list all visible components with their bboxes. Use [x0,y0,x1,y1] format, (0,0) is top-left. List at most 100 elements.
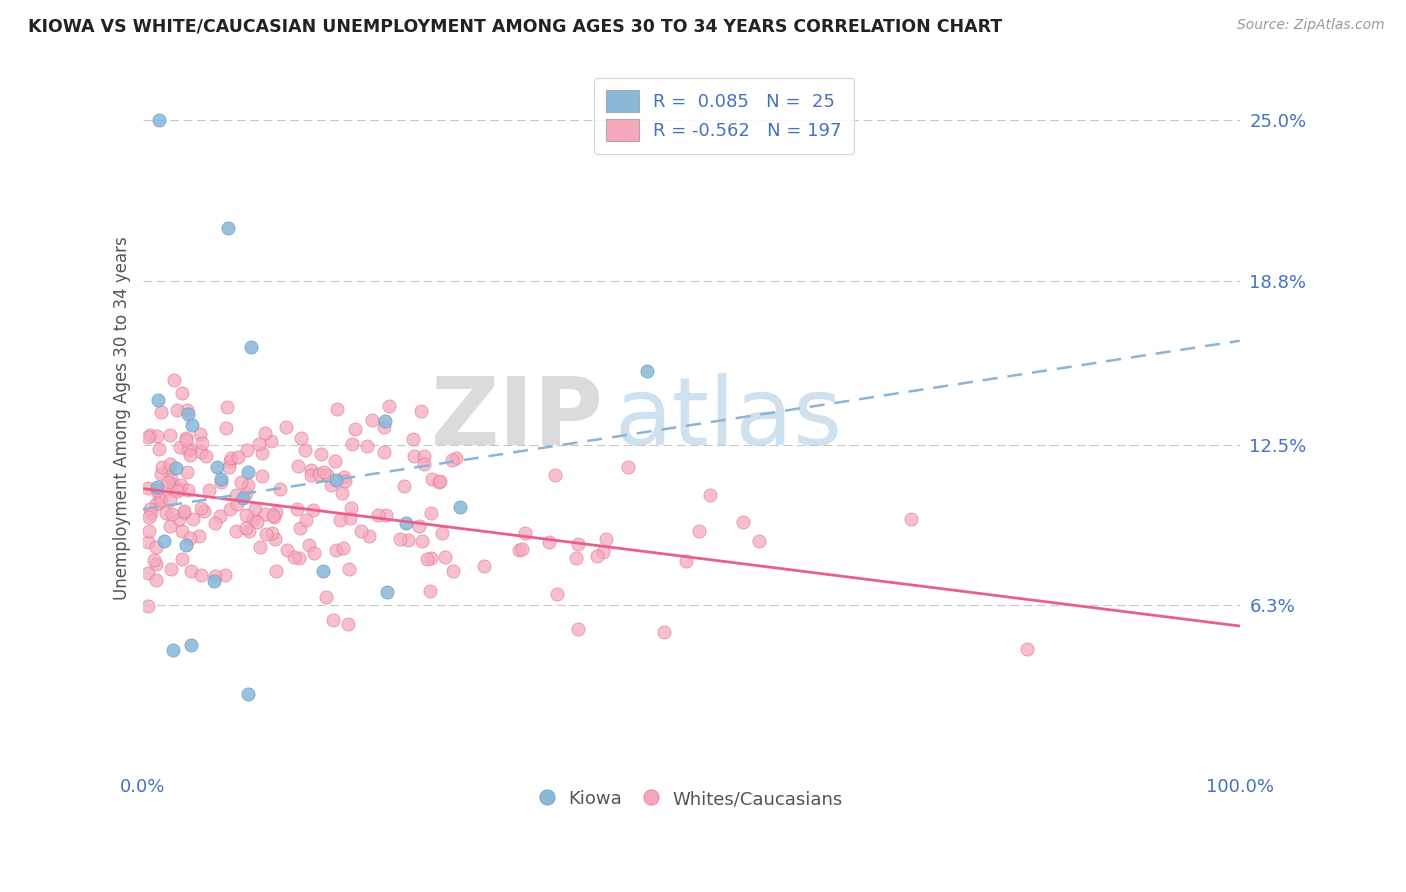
Point [688,524,710,538]
Point [513,525,536,540]
Point [139,506,162,520]
Point [169,482,191,496]
Point [288,521,311,535]
Point [373,445,395,459]
Point [367,508,389,522]
Point [304,546,326,560]
Point [360,412,382,426]
Point [149,405,172,419]
Point [250,469,273,483]
Point [253,426,276,441]
Point [176,538,198,552]
Point [194,450,217,464]
Point [190,500,212,515]
Point [235,521,257,535]
Point [440,452,463,467]
Point [378,399,401,413]
Point [748,534,770,549]
Point [193,504,215,518]
Point [177,407,200,421]
Point [215,421,238,435]
Point [159,457,181,471]
Point [295,514,318,528]
Point [254,527,277,541]
Point [329,513,352,527]
Point [170,524,193,538]
Point [616,460,638,475]
Point [236,687,259,701]
Point [395,516,418,530]
Point [209,472,232,486]
Point [250,446,273,460]
Point [138,509,160,524]
Point [285,501,308,516]
Point [325,543,347,558]
Point [263,532,285,546]
Point [159,493,181,508]
Point [342,437,364,451]
Point [283,549,305,564]
Point [238,478,260,492]
Point [235,485,257,500]
Point [332,485,354,500]
Point [675,554,697,568]
Point [146,479,169,493]
Point [146,483,169,497]
Point [238,524,260,538]
Point [430,525,453,540]
Point [246,516,269,530]
Point [166,403,188,417]
Point [148,113,170,128]
Point [567,537,589,551]
Point [340,500,363,515]
Point [160,472,183,486]
Point [420,472,443,486]
Point [567,622,589,636]
Point [181,511,204,525]
Point [225,496,247,510]
Point [312,564,335,578]
Point [508,542,530,557]
Point [148,496,170,510]
Point [420,506,443,520]
Point [139,428,162,442]
Point [396,533,419,547]
Point [411,534,433,549]
Point [263,510,285,524]
Point [319,478,342,492]
Point [326,401,349,416]
Point [204,516,226,531]
Point [166,484,188,499]
Point [269,483,291,497]
Point [209,509,232,524]
Text: KIOWA VS WHITE/CAUCASIAN UNEMPLOYMENT AMONG AGES 30 TO 34 YEARS CORRELATION CHAR: KIOWA VS WHITE/CAUCASIAN UNEMPLOYMENT AM… [28,18,1002,36]
Point [411,403,433,417]
Point [217,221,239,235]
Point [419,583,441,598]
Point [544,468,567,483]
Point [160,561,183,575]
Point [299,468,322,483]
Point [412,450,434,464]
Point [190,567,212,582]
Point [180,564,202,578]
Point [449,500,471,515]
Point [333,474,356,488]
Point [180,638,202,652]
Point [374,414,396,428]
Point [316,467,339,482]
Point [337,561,360,575]
Point [159,428,181,442]
Point [264,506,287,520]
Text: Source: ZipAtlas.com: Source: ZipAtlas.com [1237,18,1385,32]
Point [160,507,183,521]
Point [299,463,322,477]
Point [413,457,436,471]
Y-axis label: Unemployment Among Ages 30 to 34 years: Unemployment Among Ages 30 to 34 years [114,236,131,600]
Point [145,540,167,554]
Point [276,419,298,434]
Point [595,532,617,546]
Point [474,559,496,574]
Point [264,564,287,578]
Point [148,442,170,457]
